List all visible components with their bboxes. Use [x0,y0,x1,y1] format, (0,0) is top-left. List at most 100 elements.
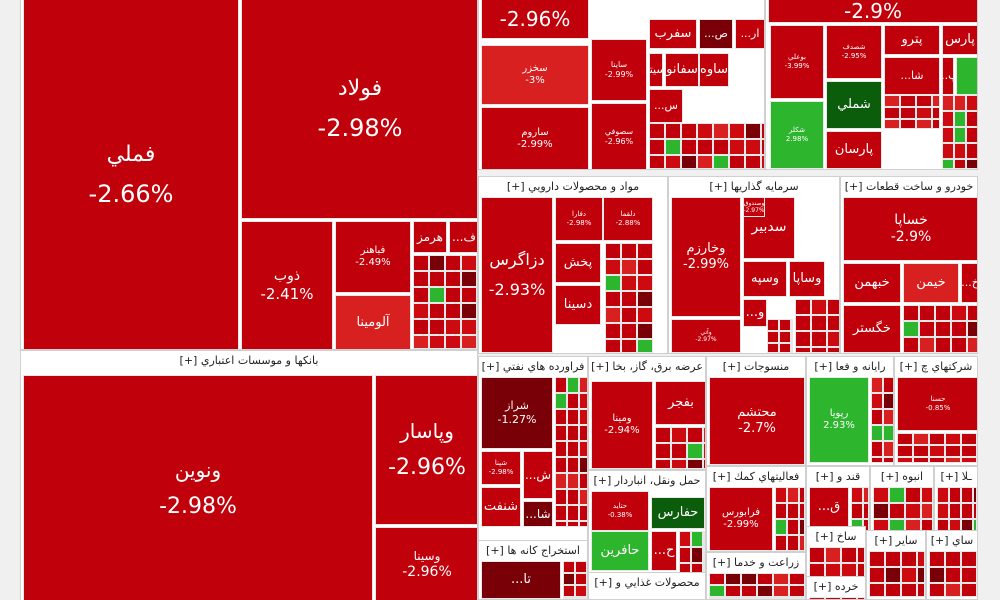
tile-cell[interactable] [579,473,587,489]
tile-cell[interactable] [563,561,575,573]
tile-cell[interactable] [729,123,745,139]
tile-cell[interactable] [954,111,966,127]
tile-cell[interactable] [791,331,793,343]
tile-cell[interactable] [637,291,653,307]
tile-cell[interactable] [671,427,687,443]
tile-cell[interactable] [745,155,761,169]
tile-cell[interactable] [871,441,883,457]
stock-tile[interactable]: ساينا -2.99% [591,39,647,101]
tile-cell[interactable] [942,159,954,169]
tile-cell[interactable] [621,243,637,259]
tile-cell[interactable] [567,505,579,521]
tile-cell[interactable] [567,377,579,393]
sector-header[interactable]: قند و [+] [807,467,869,486]
sector-header[interactable]: انبوه [+] [871,467,933,486]
tile-cell[interactable] [916,107,932,119]
tile-cell[interactable] [605,291,621,307]
tile-cell[interactable] [871,393,883,409]
tile-cell[interactable] [913,433,929,445]
tile-cell[interactable] [871,457,883,463]
tile-cell[interactable] [921,487,933,503]
tile-cell[interactable] [942,127,954,143]
tile-cell[interactable] [961,567,977,583]
tile-cell[interactable] [709,573,725,585]
stock-tile[interactable]: و... [743,299,767,327]
tile-cell[interactable] [935,337,951,353]
tile-cell[interactable] [932,107,940,119]
tile-cell[interactable] [932,119,940,129]
tile-cell[interactable] [461,319,477,335]
tile-cell[interactable] [697,155,713,169]
tile-cell[interactable] [637,339,653,353]
tile-cell[interactable] [579,505,587,521]
tile-cell[interactable] [621,307,637,323]
tile-cell[interactable] [703,459,705,469]
tile-cell[interactable] [961,503,973,519]
tile-cell[interactable] [445,303,461,319]
tile-cell[interactable] [461,287,477,303]
stock-tile[interactable]: دفارا -2.98% [555,197,603,241]
tile-cell[interactable] [961,457,977,463]
tile-cell[interactable] [729,155,745,169]
tile-cell[interactable] [703,531,705,547]
tile-cell[interactable] [869,583,885,597]
stock-tile[interactable]: ذوب -2.41% [241,221,333,349]
tile-cell[interactable] [937,503,949,519]
tile-cell[interactable] [773,585,789,597]
tile-cell[interactable] [967,321,977,337]
tile-cell[interactable] [575,573,587,585]
tile-cell[interactable] [873,487,889,503]
tile-cell[interactable] [579,377,587,393]
tile-cell[interactable] [649,123,665,139]
tile-cell[interactable] [555,425,567,441]
tile-cell[interactable] [703,443,705,459]
tile-cell[interactable] [413,335,429,349]
tile-cell[interactable] [903,305,919,321]
stock-tile[interactable]: ص... [699,19,733,49]
stock-tile[interactable]: فباهنر -2.49% [335,221,411,293]
tile-cell[interactable] [741,573,757,585]
tile-cell[interactable] [413,303,429,319]
tile-cell[interactable] [461,255,477,271]
tile-cell[interactable] [917,551,925,567]
tile-cell[interactable] [945,433,961,445]
sector-header[interactable]: حمل ونقل، انباردار [+] [589,471,705,490]
tile-cell[interactable] [579,393,587,409]
stock-tile[interactable]: حسنا -0.85% [897,377,977,431]
tile-cell[interactable] [889,503,905,519]
tile-cell[interactable] [799,487,805,503]
tile-cell[interactable] [779,331,791,343]
stock-tile[interactable]: خ... [961,263,977,303]
sector-header[interactable]: مواد و محصولات دارويي [+] [479,177,667,196]
tile-cell[interactable] [445,335,461,349]
tile-cell[interactable] [563,573,575,585]
tile-cell[interactable] [665,155,681,169]
tile-cell[interactable] [942,95,954,111]
stock-tile[interactable]: شا... [523,501,553,527]
tile-cell[interactable] [873,503,889,519]
tile-cell[interactable] [811,299,827,315]
stock-tile[interactable]: پارسان [826,131,882,169]
tile-cell[interactable] [954,159,966,169]
tile-cell[interactable] [767,343,779,353]
tile-cell[interactable] [779,343,791,353]
tile-cell[interactable] [691,531,703,547]
tile-cell[interactable] [929,433,945,445]
tile-cell[interactable] [897,457,913,463]
sector-header[interactable]: استخراج کانه ها [+] [479,541,587,560]
tile-cell[interactable] [871,409,883,425]
tile-cell[interactable] [921,503,933,519]
stock-tile[interactable]: شملي [826,81,882,129]
tile-cell[interactable] [791,319,793,331]
stock-tile[interactable]: رپويا 2.93% [809,377,869,463]
tile-cell[interactable] [789,597,805,599]
stock-tile[interactable]: ش... [523,451,553,499]
tile-cell[interactable] [555,489,567,505]
tile-cell[interactable] [883,425,893,441]
tile-cell[interactable] [954,127,966,143]
tile-cell[interactable] [913,445,929,457]
tile-cell[interactable] [757,597,773,599]
tile-cell[interactable] [761,155,764,169]
tile-cell[interactable] [900,95,916,107]
stock-tile[interactable]: حتاید -0.38% [591,491,649,531]
